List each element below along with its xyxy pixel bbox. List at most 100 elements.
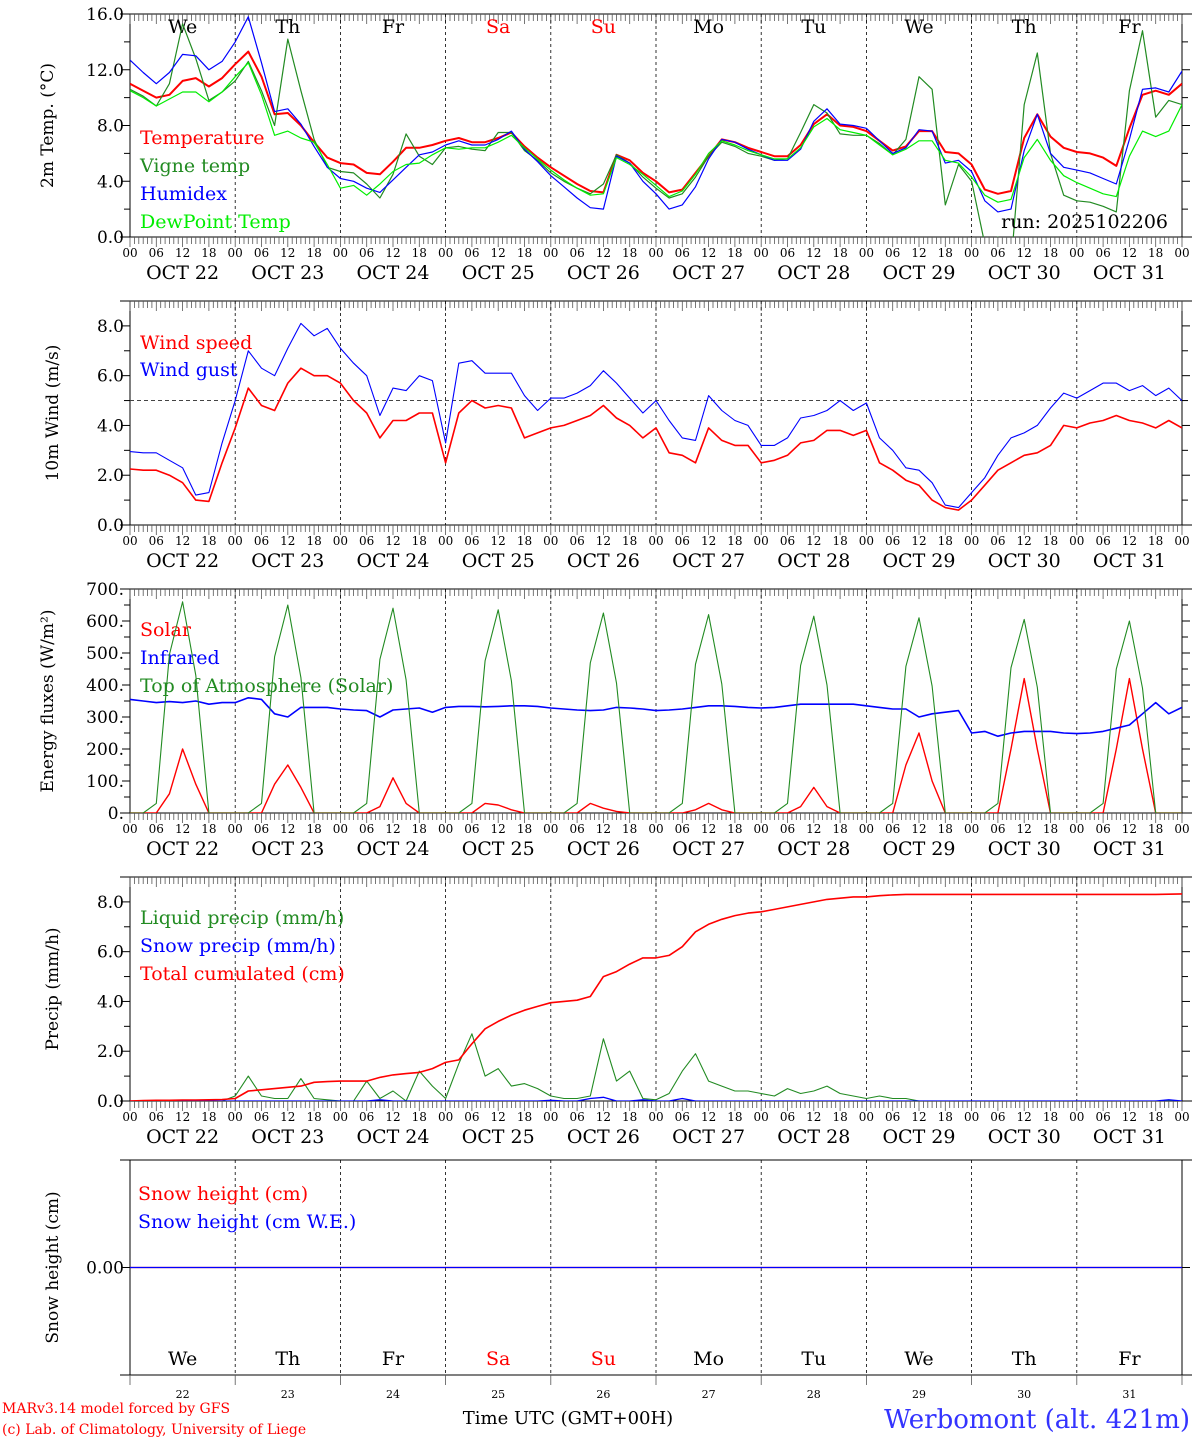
day-number-label: 31 — [1122, 1388, 1136, 1401]
weekday-label: Th — [1012, 16, 1037, 38]
hour-tick-label: 06 — [569, 534, 584, 548]
date-label: OCT 29 — [882, 1126, 955, 1148]
hour-tick-label: 00 — [543, 534, 558, 548]
hour-tick-label: 18 — [1043, 534, 1058, 548]
weekday-label: We — [168, 1348, 197, 1370]
hour-tick-label: 06 — [675, 822, 690, 836]
legend-entry: Humidex — [140, 183, 227, 205]
y-axis-title: Snow height (cm) — [43, 1191, 63, 1343]
date-label: OCT 26 — [567, 550, 640, 572]
hour-tick-label: 00 — [1174, 822, 1189, 836]
date-label: OCT 24 — [356, 262, 429, 284]
hour-tick-label: 00 — [122, 534, 137, 548]
panel-2: 0.0 2.0 4.0 6.0 8.0 10m Wind (m/s) 00 06 12 18 OCT… — [43, 300, 1192, 572]
y-tick-label: 600. — [86, 612, 124, 632]
hour-tick-label: 18 — [938, 1110, 953, 1124]
hour-tick-label: 12 — [491, 822, 506, 836]
date-label: OCT 23 — [251, 838, 324, 860]
date-label: OCT 28 — [777, 262, 850, 284]
date-label: OCT 26 — [567, 838, 640, 860]
hour-tick-label: 06 — [149, 1110, 164, 1124]
date-label: OCT 25 — [462, 262, 535, 284]
x-ticks — [129, 877, 1183, 1111]
hour-tick-label: 00 — [754, 246, 769, 260]
hour-tick-label: 12 — [1017, 534, 1032, 548]
y-tick-label: 8.0 — [97, 893, 124, 913]
hour-tick-label: 00 — [754, 822, 769, 836]
series-solar — [130, 677, 1182, 813]
weekday-label: Sa — [486, 1348, 510, 1370]
hour-tick-label: 06 — [359, 822, 374, 836]
series-wind-speed — [130, 367, 1182, 511]
hour-tick-label: 12 — [701, 534, 716, 548]
y-tick-label: 700. — [86, 580, 124, 600]
hour-tick-label: 00 — [1069, 534, 1084, 548]
series-liquid-precip-mm-h — [130, 1033, 1182, 1101]
hour-tick-label: 00 — [543, 822, 558, 836]
weekday-label: Fr — [382, 16, 405, 38]
hour-tick-label: 12 — [701, 246, 716, 260]
hour-tick-label: 18 — [727, 822, 742, 836]
y-tick-label: 6.0 — [97, 367, 124, 387]
weekday-label: Tu — [801, 1348, 826, 1370]
x-ticks — [129, 301, 1183, 535]
series-total-cumulated-cm — [130, 893, 1182, 1101]
weekday-label: Fr — [382, 1348, 405, 1370]
hour-tick-label: 00 — [333, 822, 348, 836]
hour-tick-label: 06 — [359, 534, 374, 548]
hour-tick-label: 06 — [990, 1110, 1005, 1124]
day-number-label: 26 — [596, 1388, 610, 1401]
hour-tick-label: 06 — [780, 822, 795, 836]
y-tick-label: 8.0 — [97, 317, 124, 337]
hour-tick-label: 12 — [491, 534, 506, 548]
hour-tick-label: 00 — [333, 246, 348, 260]
hour-tick-label: 00 — [648, 534, 663, 548]
hour-tick-label: 18 — [1043, 246, 1058, 260]
date-label: OCT 26 — [567, 1126, 640, 1148]
y-axis-title: Precip (mm/h) — [43, 927, 63, 1050]
weekday-label: Tu — [801, 16, 826, 38]
date-label: OCT 27 — [672, 262, 745, 284]
legend-entry: Snow precip (mm/h) — [140, 935, 336, 957]
hour-tick-label: 00 — [648, 246, 663, 260]
y-tick-label: 0.0 — [97, 228, 124, 248]
hour-tick-label: 18 — [1148, 246, 1163, 260]
weekday-label: Th — [1012, 1348, 1037, 1370]
hour-tick-label: 12 — [1122, 1110, 1137, 1124]
legend-entry: Infrared — [140, 647, 220, 669]
hour-tick-label: 18 — [727, 534, 742, 548]
series-humidex — [130, 16, 1182, 213]
hour-tick-label: 06 — [254, 822, 269, 836]
weekday-label: Sa — [486, 16, 510, 38]
y-tick-label: 8.0 — [97, 117, 124, 137]
hour-tick-label: 00 — [754, 534, 769, 548]
panel-5: 0.00 Snow height (cm) We Th Fr Sa Su Mo Tu We Th Fr… — [43, 1159, 1192, 1401]
hour-tick-label: 06 — [359, 246, 374, 260]
hour-tick-label: 06 — [464, 534, 479, 548]
hour-tick-label: 06 — [780, 246, 795, 260]
hour-tick-label: 06 — [885, 822, 900, 836]
date-label: OCT 30 — [988, 550, 1061, 572]
hour-tick-label: 06 — [885, 246, 900, 260]
y-axis-title: 2m Temp. (°C) — [38, 63, 58, 188]
series-vigne-temp — [130, 23, 1182, 237]
hour-tick-label: 00 — [859, 1110, 874, 1124]
date-label: OCT 28 — [777, 838, 850, 860]
hour-tick-label: 18 — [1148, 1110, 1163, 1124]
weekday-label: Th — [275, 1348, 300, 1370]
date-label: OCT 29 — [882, 838, 955, 860]
hour-tick-label: 12 — [491, 1110, 506, 1124]
hour-tick-label: 18 — [412, 534, 427, 548]
y-tick-label: 500. — [86, 644, 124, 664]
hour-tick-label: 00 — [859, 246, 874, 260]
legend-entry: Solar — [140, 619, 192, 641]
y-tick-label: 200. — [86, 740, 124, 760]
hour-tick-label: 06 — [359, 1110, 374, 1124]
hour-tick-label: 18 — [1043, 1110, 1058, 1124]
hour-tick-label: 00 — [122, 246, 137, 260]
hour-tick-label: 12 — [701, 1110, 716, 1124]
hour-tick-label: 18 — [622, 1110, 637, 1124]
date-label: OCT 24 — [356, 550, 429, 572]
y-tick-label: 0.00 — [86, 1259, 124, 1279]
hour-tick-label: 18 — [517, 246, 532, 260]
